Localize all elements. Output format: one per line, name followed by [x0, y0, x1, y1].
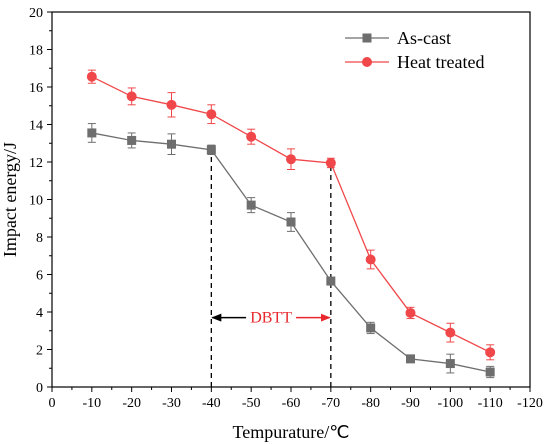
data-point [366, 323, 376, 333]
data-point [326, 276, 336, 286]
data-point [167, 139, 176, 149]
data-point [286, 154, 296, 165]
y-tick-label: 2 [36, 344, 43, 359]
y-tick-label: 10 [29, 194, 43, 209]
x-tick-label: -80 [361, 396, 380, 411]
data-point [365, 254, 376, 265]
annotation-layer: DBTT [211, 310, 331, 327]
y-tick-label: 14 [29, 119, 43, 134]
x-tick-label: 0 [49, 396, 56, 411]
x-tick-label: -70 [321, 396, 340, 411]
y-tick-label: 6 [36, 269, 43, 284]
x-tick-label: -90 [401, 396, 420, 411]
data-point [87, 128, 97, 138]
data-point [166, 99, 177, 110]
y-axis-title: Impact energy/J [0, 142, 20, 257]
y-tick-label: 4 [36, 306, 43, 321]
data-point [286, 217, 296, 227]
y-tick-label: 20 [29, 6, 43, 21]
data-point [445, 359, 455, 369]
y-tick-label: 0 [36, 381, 43, 396]
reference-lines [210, 149, 332, 387]
data-point [127, 135, 137, 145]
x-tick-label: -30 [162, 396, 181, 411]
data-point [246, 200, 256, 210]
data-point [325, 157, 336, 168]
x-tick-label: -20 [122, 396, 141, 411]
x-tick-label: -10 [82, 396, 101, 411]
data-point [445, 327, 456, 338]
y-tick-label: 12 [29, 156, 43, 171]
x-tick-label: -50 [242, 396, 261, 411]
data-point [206, 145, 216, 155]
x-tick-label: -60 [282, 396, 301, 411]
data-point [126, 91, 137, 102]
series-as-cast [87, 123, 495, 379]
y-tick-label: 16 [29, 81, 43, 96]
x-tick-label: -110 [478, 396, 503, 411]
x-axis: 0 -10 -20 -30 -40 -50 -60 -70 -80 -90 -100 -110 -120 [49, 387, 543, 411]
data-point [485, 347, 496, 358]
series-layer [86, 69, 496, 379]
data-point [406, 354, 415, 364]
y-tick-label: 18 [29, 44, 43, 59]
dbtt-label: DBTT [250, 310, 292, 327]
data-point [485, 367, 495, 377]
x-tick-label: -120 [517, 396, 543, 411]
data-point [206, 109, 217, 120]
x-axis-title: Tempurature/℃ [233, 422, 350, 442]
legend-marker [362, 33, 372, 43]
data-point [86, 71, 97, 82]
data-point [405, 307, 416, 318]
y-tick-label: 8 [36, 231, 43, 246]
legend-label: Heat treated [397, 52, 484, 72]
legend-label: As-cast [397, 28, 451, 48]
x-tick-label: -40 [202, 396, 221, 411]
legend: As-cast Heat treated [345, 28, 484, 72]
y-axis: 0 2 4 6 8 10 12 14 16 18 20 [29, 6, 52, 396]
x-tick-label: -100 [437, 396, 463, 411]
legend-marker [362, 57, 372, 67]
series-heat-treated [86, 69, 496, 361]
data-point [246, 131, 257, 142]
